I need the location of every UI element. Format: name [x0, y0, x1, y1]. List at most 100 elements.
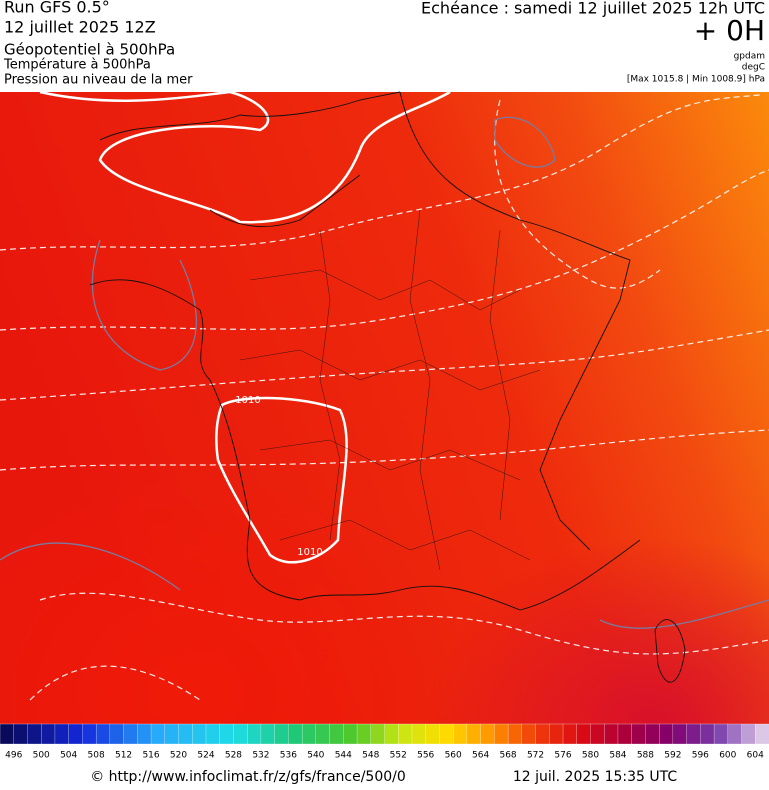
legend-swatch — [301, 723, 317, 745]
legend-label: 592 — [664, 751, 681, 761]
legend-swatch — [741, 723, 756, 745]
legend-swatch — [68, 723, 83, 745]
legend-swatch — [13, 723, 28, 745]
legend-label: 568 — [499, 751, 516, 761]
field-name: Température à 500hPa — [3, 58, 151, 73]
legend-swatch — [150, 723, 166, 745]
legend-swatch — [82, 723, 97, 745]
legend-label: 544 — [335, 751, 352, 761]
legend-label: 496 — [5, 751, 22, 761]
legend-label: 576 — [554, 751, 571, 761]
legend-swatch — [54, 723, 70, 745]
legend-label: 588 — [637, 751, 654, 761]
legend-label: 556 — [417, 751, 434, 761]
legend-swatch — [315, 723, 331, 745]
legend-swatch — [411, 723, 427, 745]
legend-swatch — [521, 723, 537, 745]
pressure-range: [Max 1015.8 | Min 1008.9] hPa — [627, 75, 765, 85]
legend-swatch — [549, 723, 564, 745]
isobars — [39, 90, 451, 564]
legend-swatch — [590, 723, 605, 745]
legend-swatch — [123, 723, 138, 745]
legend-swatch — [343, 723, 358, 745]
legend-swatch — [535, 723, 550, 745]
isotherms — [0, 94, 769, 701]
legend-swatch — [398, 723, 413, 745]
legend-swatch — [260, 723, 276, 745]
unit: gpdam — [734, 52, 765, 62]
legend-label: 572 — [527, 751, 544, 761]
legend-swatch — [219, 723, 234, 745]
legend-label: 584 — [609, 751, 626, 761]
legend-label: 548 — [362, 751, 379, 761]
legend-swatch — [192, 723, 207, 745]
legend-swatch — [672, 723, 688, 745]
legend-swatch — [439, 723, 454, 745]
legend-swatch — [370, 723, 385, 745]
legend-swatch — [507, 723, 523, 745]
legend-swatch — [494, 723, 509, 745]
legend-label: 536 — [280, 751, 297, 761]
legend-swatch — [41, 723, 56, 745]
legend-swatch — [658, 723, 674, 745]
timestamp: 12 juil. 2025 15:35 UTC — [513, 769, 678, 785]
legend-label: 580 — [582, 751, 599, 761]
legend-swatch — [137, 723, 152, 745]
legend-swatch — [274, 723, 289, 745]
run-date: 12 juillet 2025 12Z — [4, 18, 156, 37]
legend-label: 552 — [390, 751, 407, 761]
field-name: Géopotentiel à 500hPa — [4, 41, 175, 59]
unit: degC — [742, 63, 765, 73]
legend-swatch — [0, 723, 15, 745]
legend-swatch — [466, 723, 482, 745]
legend-label: 540 — [307, 751, 324, 761]
legend-swatch — [95, 723, 111, 745]
legend-label: 504 — [60, 751, 77, 761]
legend-label: 532 — [252, 751, 269, 761]
legend-swatch — [288, 723, 303, 745]
legend-swatch — [604, 723, 619, 745]
legend-label: 564 — [472, 751, 489, 761]
legend-swatch — [617, 723, 633, 745]
legend-swatch — [247, 723, 262, 745]
borders — [239, 209, 541, 571]
legend-swatch — [178, 723, 193, 745]
legend-label: 596 — [692, 751, 709, 761]
legend-swatch — [755, 723, 769, 745]
legend-label: 512 — [115, 751, 132, 761]
source-url: © http://www.infoclimat.fr/z/gfs/france/… — [90, 769, 406, 785]
legend-swatch — [453, 723, 468, 745]
legend-swatch — [562, 723, 578, 745]
legend-label: 560 — [445, 751, 462, 761]
legend-label: 516 — [142, 751, 159, 761]
contour-label: 1010 — [297, 547, 322, 558]
legend-swatch — [356, 723, 372, 745]
legend-label: 604 — [747, 751, 764, 761]
legend-label: 528 — [225, 751, 242, 761]
legend-swatch — [686, 723, 701, 745]
coastlines — [89, 91, 686, 683]
legend-swatch — [631, 723, 646, 745]
forecast-time: Echéance : samedi 12 juillet 2025 12h UT… — [421, 0, 765, 18]
legend-swatch — [109, 723, 125, 745]
map: 1010 1010 — [0, 90, 769, 724]
legend-swatch — [384, 723, 399, 745]
legend-swatch — [727, 723, 742, 745]
legend-swatch — [700, 723, 715, 745]
forecast-offset: + 0H — [694, 14, 765, 47]
legend-label: 600 — [719, 751, 736, 761]
legend-swatch — [205, 723, 221, 745]
legend-swatch — [645, 723, 660, 745]
legend-swatch — [329, 723, 344, 745]
contour-label: 1010 — [235, 395, 260, 406]
legend-swatch — [480, 723, 495, 745]
legend-swatch — [233, 723, 248, 745]
legend-swatch — [27, 723, 42, 745]
field-name: Pression au niveau de la mer — [4, 73, 193, 88]
temperature-field — [0, 92, 769, 724]
legend-label: 500 — [33, 751, 50, 761]
legend-swatch — [713, 723, 729, 745]
legend-swatch — [425, 723, 440, 745]
